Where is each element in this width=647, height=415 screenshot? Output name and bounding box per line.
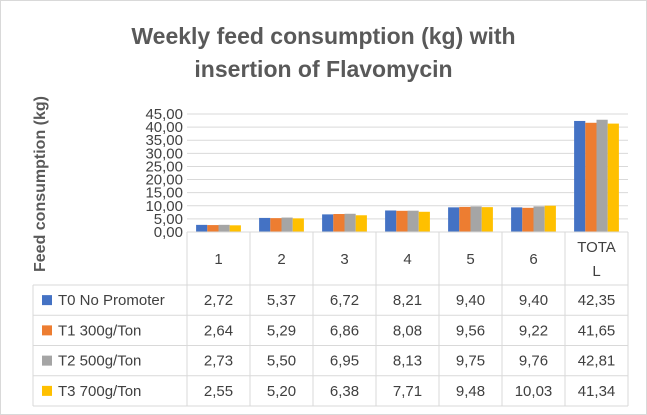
bar-t2-500g-ton-0 xyxy=(218,224,230,232)
bar-t3-700g-ton-6 xyxy=(607,123,619,232)
y-tick-label: 25,00 xyxy=(145,158,183,175)
bar-t0-no-promoter-6 xyxy=(574,120,586,232)
category-label: 1 xyxy=(214,251,222,268)
legend-key-0 xyxy=(42,295,52,306)
bar-t2-500g-ton-6 xyxy=(596,119,608,232)
category-label: 6 xyxy=(529,251,537,268)
y-tick-label: 40,00 xyxy=(145,119,183,136)
data-table-value: 9,76 xyxy=(519,353,548,370)
legend-key-1 xyxy=(42,325,52,336)
legend-label: T0 No Promoter xyxy=(58,292,165,309)
data-table-value: 5,29 xyxy=(267,322,296,339)
data-table-value: 8,08 xyxy=(393,322,422,339)
data-table-value: 5,20 xyxy=(267,383,296,400)
category-label: 3 xyxy=(340,251,348,268)
data-table-value: 2,55 xyxy=(204,383,233,400)
data-table-value: 7,71 xyxy=(393,383,422,400)
data-table-value: 9,22 xyxy=(519,322,548,339)
y-tick-label: 15,00 xyxy=(145,185,183,202)
data-table-value: 41,65 xyxy=(578,322,616,339)
bar-t3-700g-ton-5 xyxy=(544,205,556,232)
data-table-value: 42,81 xyxy=(578,353,616,370)
bar-t3-700g-ton-3 xyxy=(418,211,430,232)
data-table-value: 8,21 xyxy=(393,292,422,309)
category-label: 5 xyxy=(466,251,474,268)
bar-t2-500g-ton-2 xyxy=(344,213,356,232)
legend-label: T2 500g/Ton xyxy=(58,353,141,370)
category-label: 2 xyxy=(277,251,285,268)
legend-label: T3 700g/Ton xyxy=(58,383,141,400)
category-label: L xyxy=(592,263,600,280)
bar-t1-300g-ton-6 xyxy=(585,122,597,232)
chart-title-line-2: insertion of Flavomycin xyxy=(194,56,453,82)
legend-key-3 xyxy=(42,385,52,396)
data-table-value: 9,48 xyxy=(456,383,485,400)
data-table-value: 9,40 xyxy=(519,292,548,309)
y-tick-label: 30,00 xyxy=(145,145,183,162)
legend-label: T1 300g/Ton xyxy=(58,322,141,339)
data-table-value: 9,75 xyxy=(456,353,485,370)
bar-t0-no-promoter-1 xyxy=(259,217,271,232)
data-table-value: 2,73 xyxy=(204,353,233,370)
bar-t0-no-promoter-5 xyxy=(511,207,523,232)
bar-t1-300g-ton-1 xyxy=(270,218,282,232)
bar-t1-300g-ton-4 xyxy=(459,206,471,232)
data-table-value: 6,38 xyxy=(330,383,359,400)
y-tick-label: 20,00 xyxy=(145,172,183,189)
data-table-value: 41,34 xyxy=(578,383,616,400)
data-table-value: 10,03 xyxy=(515,383,553,400)
data-table-value: 6,95 xyxy=(330,353,359,370)
legend-key-2 xyxy=(42,355,52,366)
bar-t0-no-promoter-4 xyxy=(448,207,460,232)
bar-t1-300g-ton-3 xyxy=(396,210,408,232)
bar-t3-700g-ton-2 xyxy=(355,215,367,232)
bar-t2-500g-ton-5 xyxy=(533,206,545,232)
y-tick-label: 5,00 xyxy=(154,211,183,228)
y-axis-title: Feed consumption (kg) xyxy=(32,96,49,272)
bar-t1-300g-ton-2 xyxy=(333,214,345,232)
data-table-value: 5,50 xyxy=(267,353,296,370)
bar-t1-300g-ton-0 xyxy=(207,225,219,232)
bar-t2-500g-ton-3 xyxy=(407,210,419,232)
bar-t1-300g-ton-5 xyxy=(522,207,534,232)
category-label: 4 xyxy=(403,251,411,268)
bar-t3-700g-ton-0 xyxy=(229,225,241,232)
bar-t0-no-promoter-0 xyxy=(196,224,208,232)
bar-t2-500g-ton-4 xyxy=(470,206,482,232)
bar-t3-700g-ton-4 xyxy=(481,207,493,232)
data-table-value: 2,72 xyxy=(204,292,233,309)
data-table-value: 2,64 xyxy=(204,322,233,339)
chart-title-line-1: Weekly feed consumption (kg) with xyxy=(131,23,516,49)
bar-t3-700g-ton-1 xyxy=(292,218,304,232)
data-table-value: 6,72 xyxy=(330,292,359,309)
y-tick-label: 10,00 xyxy=(145,198,183,215)
data-table-value: 5,37 xyxy=(267,292,296,309)
data-table-value: 42,35 xyxy=(578,292,616,309)
bar-t2-500g-ton-1 xyxy=(281,217,293,232)
bar-t0-no-promoter-3 xyxy=(385,210,397,232)
data-table-value: 9,56 xyxy=(456,322,485,339)
data-table-value: 6,86 xyxy=(330,322,359,339)
category-label: TOTA xyxy=(577,239,616,256)
bar-t0-no-promoter-2 xyxy=(322,214,334,232)
y-tick-label: 45,00 xyxy=(145,106,183,123)
data-table-value: 9,40 xyxy=(456,292,485,309)
y-tick-label: 35,00 xyxy=(145,132,183,149)
y-tick-label: 0,00 xyxy=(154,224,183,241)
data-table-value: 8,13 xyxy=(393,353,422,370)
